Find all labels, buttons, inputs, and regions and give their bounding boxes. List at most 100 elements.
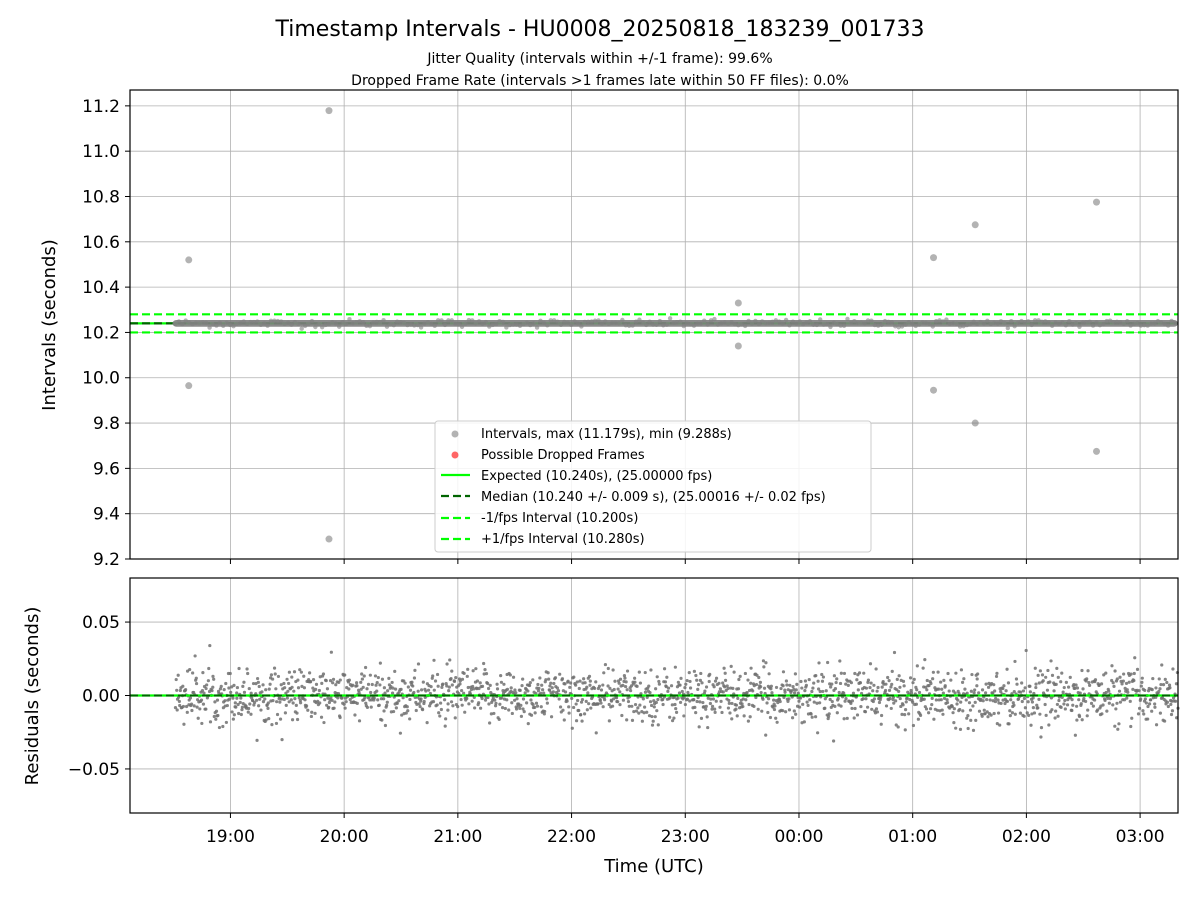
residual-point bbox=[864, 686, 869, 690]
interval-point bbox=[736, 323, 741, 328]
residual-point bbox=[974, 718, 978, 722]
residual-point bbox=[774, 716, 778, 720]
residual-point bbox=[529, 713, 534, 717]
residual-point bbox=[582, 712, 587, 716]
residual-point bbox=[375, 689, 379, 693]
residual-point bbox=[188, 667, 192, 672]
residuals-x-tick-label: 00:00 bbox=[774, 827, 823, 847]
residual-point bbox=[1161, 682, 1166, 687]
residual-point bbox=[254, 682, 258, 686]
residual-point bbox=[271, 699, 275, 703]
interval-point bbox=[1084, 320, 1089, 325]
residual-point bbox=[238, 700, 242, 705]
residual-point bbox=[457, 691, 461, 696]
interval-point bbox=[555, 319, 560, 324]
residual-point bbox=[482, 661, 486, 666]
residual-point bbox=[539, 705, 543, 709]
residual-point bbox=[477, 701, 481, 705]
residual-point bbox=[869, 681, 873, 685]
residual-point bbox=[416, 689, 420, 693]
residual-point bbox=[280, 697, 284, 701]
residual-point bbox=[561, 708, 565, 712]
residual-point bbox=[695, 678, 699, 682]
interval-point bbox=[1063, 323, 1069, 328]
interval-point bbox=[787, 323, 792, 328]
residual-point bbox=[494, 701, 498, 705]
residual-point bbox=[198, 707, 202, 711]
interval-point bbox=[562, 319, 567, 325]
residual-point bbox=[898, 696, 902, 701]
residual-point bbox=[806, 703, 810, 708]
residual-point bbox=[688, 686, 693, 690]
residual-point bbox=[1117, 722, 1121, 726]
residual-point bbox=[331, 677, 336, 681]
residual-point bbox=[698, 700, 702, 704]
interval-outlier-point bbox=[185, 382, 193, 390]
residual-point bbox=[648, 700, 653, 704]
residual-point bbox=[963, 687, 967, 691]
residual-point bbox=[459, 697, 463, 702]
residual-point bbox=[264, 688, 268, 692]
residual-point bbox=[673, 702, 677, 707]
residual-point bbox=[1075, 718, 1079, 722]
residual-point bbox=[962, 677, 966, 681]
interval-point bbox=[337, 324, 342, 329]
residual-point bbox=[650, 714, 654, 719]
residual-point bbox=[393, 687, 398, 691]
residual-point bbox=[911, 723, 916, 728]
interval-point bbox=[261, 321, 267, 326]
residual-point bbox=[261, 700, 266, 704]
residual-point bbox=[814, 674, 818, 678]
interval-point bbox=[480, 321, 485, 326]
residual-point bbox=[1130, 716, 1134, 720]
residual-point bbox=[918, 713, 923, 717]
residual-point bbox=[176, 673, 180, 677]
residual-point bbox=[298, 698, 302, 703]
residual-point bbox=[450, 669, 454, 673]
residual-point bbox=[510, 711, 514, 716]
residual-point bbox=[365, 687, 369, 691]
interval-point bbox=[364, 323, 369, 329]
residual-point bbox=[810, 689, 814, 694]
residual-point bbox=[259, 708, 263, 712]
residual-point bbox=[706, 725, 710, 730]
residual-point bbox=[569, 681, 573, 685]
interval-point bbox=[347, 317, 352, 322]
residual-point bbox=[175, 688, 179, 692]
residual-point bbox=[594, 680, 598, 684]
residual-point bbox=[1137, 689, 1141, 693]
residual-point bbox=[842, 717, 846, 721]
residual-point bbox=[1129, 724, 1133, 729]
interval-point bbox=[985, 318, 990, 324]
interval-point bbox=[507, 322, 512, 328]
residual-point bbox=[548, 684, 552, 688]
residual-point bbox=[901, 679, 906, 683]
residual-point bbox=[817, 661, 821, 665]
residual-point bbox=[688, 699, 692, 703]
residual-point bbox=[1103, 698, 1107, 702]
interval-point bbox=[524, 320, 530, 325]
residual-point bbox=[178, 703, 182, 708]
residual-point bbox=[994, 696, 998, 701]
residual-point bbox=[369, 705, 373, 709]
residual-point bbox=[326, 696, 330, 700]
residual-point bbox=[278, 700, 282, 704]
interval-point bbox=[603, 319, 608, 324]
residual-point bbox=[786, 699, 790, 703]
residual-point bbox=[205, 683, 209, 687]
residual-point bbox=[442, 698, 447, 702]
residual-point bbox=[1131, 687, 1135, 691]
residual-point bbox=[454, 675, 458, 680]
residual-point bbox=[466, 667, 470, 671]
residual-point bbox=[282, 697, 286, 702]
residual-point bbox=[359, 687, 363, 691]
residual-point bbox=[762, 686, 767, 690]
residual-point bbox=[740, 702, 744, 706]
residual-point bbox=[1115, 701, 1119, 705]
residual-point bbox=[542, 712, 546, 716]
interval-point bbox=[770, 319, 775, 325]
residual-point bbox=[208, 720, 213, 724]
residual-point bbox=[1015, 682, 1019, 686]
residual-point bbox=[479, 706, 483, 710]
intervals-y-tick-label: 9.4 bbox=[93, 505, 120, 525]
